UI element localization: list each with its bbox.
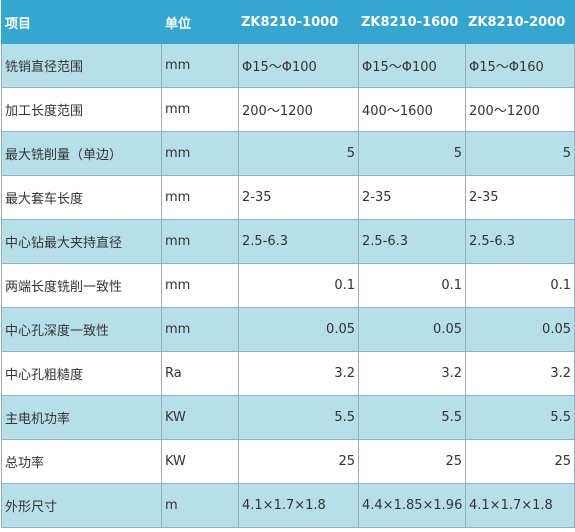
row-item: 总功率	[1, 439, 162, 484]
row-value-2000: 2-35	[465, 175, 575, 220]
row-item: 两端长度铣削一致性	[1, 263, 162, 308]
row-unit: mm	[161, 131, 239, 176]
row-unit: m	[161, 483, 239, 528]
row-value-1000: Φ15～Φ100	[238, 43, 359, 88]
row-value-2000: 5.5	[465, 395, 575, 440]
row-value-1600: 4.4×1.85×1.96	[358, 483, 466, 528]
row-unit: KW	[161, 439, 239, 484]
table-row: 主电机功率 KW 5.5 5.5 5.5	[1, 395, 575, 440]
row-unit: mm	[161, 43, 239, 88]
row-value-2000: Φ15～Φ160	[465, 43, 575, 88]
row-value-1600: 0.1	[358, 263, 466, 308]
row-value-1000: 0.05	[238, 307, 359, 352]
row-value-1600: 2.5-6.3	[358, 219, 466, 264]
row-item: 中心孔深度一致性	[1, 307, 162, 352]
row-unit: mm	[161, 175, 239, 220]
row-value-1000: 5.5	[238, 395, 359, 440]
row-unit: mm	[161, 307, 239, 352]
row-value-1600: 5	[358, 131, 466, 176]
row-value-2000: 2.5-6.3	[465, 219, 575, 264]
row-value-1600: 3.2	[358, 351, 466, 396]
row-unit: KW	[161, 395, 239, 440]
table-row: 总功率 KW 25 25 25	[1, 439, 575, 484]
table-row: 中心钻最大夹持直径 mm 2.5-6.3 2.5-6.3 2.5-6.3	[1, 219, 575, 264]
row-unit: mm	[161, 263, 239, 308]
row-value-1000: 5	[238, 131, 359, 176]
row-value-1000: 3.2	[238, 351, 359, 396]
row-value-1600: 25	[358, 439, 466, 484]
row-item: 主电机功率	[1, 395, 162, 440]
table-row: 中心孔粗糙度 Ra 3.2 3.2 3.2	[1, 351, 575, 396]
row-item: 外形尺寸	[1, 483, 162, 528]
table-row: 最大套车长度 mm 2-35 2-35 2-35	[1, 175, 575, 220]
row-value-2000: 0.05	[465, 307, 575, 352]
table-row: 加工长度范围 mm 200～1200 400～1600 200～1200	[1, 87, 575, 132]
row-value-1000: 25	[238, 439, 359, 484]
row-value-2000: 25	[465, 439, 575, 484]
row-item: 中心钻最大夹持直径	[1, 219, 162, 264]
row-value-1600: 5.5	[358, 395, 466, 440]
row-value-2000: 5	[465, 131, 575, 176]
header-unit: 单位	[161, 0, 239, 44]
row-item: 最大铣削量（单边）	[1, 131, 162, 176]
header-model-1600: ZK8210-1600	[358, 0, 466, 44]
header-item: 项目	[1, 0, 162, 44]
table-row: 最大铣削量（单边） mm 5 5 5	[1, 131, 575, 176]
row-item: 中心孔粗糙度	[1, 351, 162, 396]
row-item: 铣销直径范围	[1, 43, 162, 88]
row-unit: Ra	[161, 351, 239, 396]
row-value-1000: 2-35	[238, 175, 359, 220]
row-value-1000: 2.5-6.3	[238, 219, 359, 264]
row-value-1600: 0.05	[358, 307, 466, 352]
row-value-2000: 4.1×1.7×1.8	[465, 483, 575, 528]
row-value-1600: Φ15～Φ100	[358, 43, 466, 88]
header-row: 项目 单位 ZK8210-1000 ZK8210-1600 ZK8210-200…	[1, 0, 575, 44]
row-value-1600: 2-35	[358, 175, 466, 220]
row-value-1000: 0.1	[238, 263, 359, 308]
table-row: 两端长度铣削一致性 mm 0.1 0.1 0.1	[1, 263, 575, 308]
row-value-2000: 3.2	[465, 351, 575, 396]
row-value-2000: 200～1200	[465, 87, 575, 132]
table-row: 外形尺寸 m 4.1×1.7×1.8 4.4×1.85×1.96 4.1×1.7…	[1, 483, 575, 528]
row-value-1000: 4.1×1.7×1.8	[238, 483, 359, 528]
table-row: 铣销直径范围 mm Φ15～Φ100 Φ15～Φ100 Φ15～Φ160	[1, 43, 575, 88]
row-item: 加工长度范围	[1, 87, 162, 132]
header-model-2000: ZK8210-2000	[465, 0, 575, 44]
table-row: 中心孔深度一致性 mm 0.05 0.05 0.05	[1, 307, 575, 352]
row-value-1000: 200～1200	[238, 87, 359, 132]
row-unit: mm	[161, 87, 239, 132]
row-value-2000: 0.1	[465, 263, 575, 308]
row-value-1600: 400～1600	[358, 87, 466, 132]
header-model-1000: ZK8210-1000	[238, 0, 359, 44]
row-item: 最大套车长度	[1, 175, 162, 220]
row-unit: mm	[161, 219, 239, 264]
